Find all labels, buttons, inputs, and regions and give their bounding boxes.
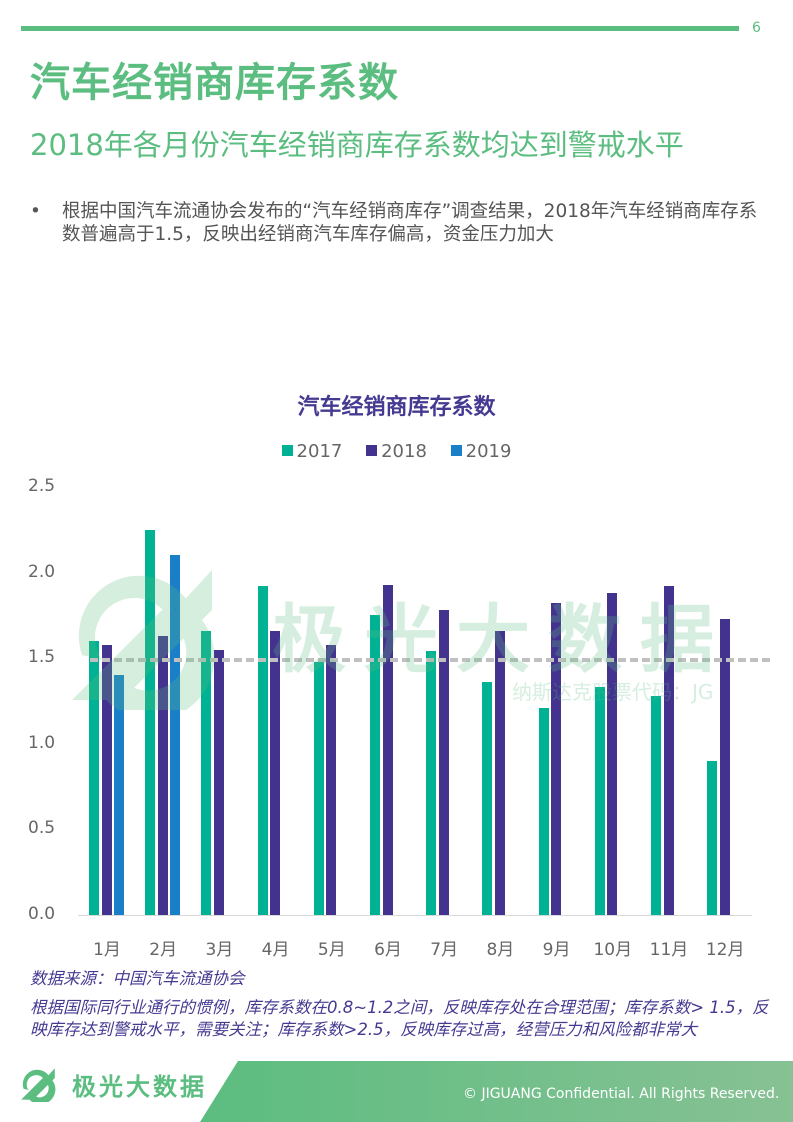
bar-2017-7 bbox=[426, 651, 437, 915]
footer-band bbox=[200, 1061, 793, 1122]
page-title: 汽车经销商库存系数 bbox=[30, 60, 399, 106]
bar-2018-1 bbox=[101, 644, 112, 915]
x-tick-label: 2月 bbox=[149, 940, 178, 960]
x-tick-label: 10月 bbox=[593, 940, 633, 960]
x-tick-label: 3月 bbox=[205, 940, 234, 960]
legend-item-2018: 2018 bbox=[366, 441, 427, 462]
legend-swatch-icon bbox=[450, 445, 462, 456]
legend-item-2019: 2019 bbox=[450, 441, 511, 462]
y-tick-label: 1.0 bbox=[28, 732, 56, 753]
bar-2018-9 bbox=[551, 603, 562, 915]
bar-2017-10 bbox=[594, 687, 605, 915]
x-tick-label: 7月 bbox=[430, 940, 459, 960]
footer-brand: 极光大数据 bbox=[72, 1073, 207, 1101]
bar-2018-11 bbox=[663, 586, 674, 915]
page-subtitle: 2018年各月份汽车经销商库存系数均达到警戒水平 bbox=[30, 128, 684, 162]
legend-item-2017: 2017 bbox=[281, 441, 342, 462]
x-tick-label: 9月 bbox=[542, 940, 571, 960]
x-tick-label: 11月 bbox=[649, 940, 689, 960]
jiguang-logo-icon bbox=[21, 1068, 56, 1102]
data-source: 数据来源：中国汽车流通协会 bbox=[30, 969, 245, 988]
bar-2017-4 bbox=[257, 586, 268, 915]
x-tick-label: 12月 bbox=[705, 940, 745, 960]
bar-2017-8 bbox=[482, 682, 493, 915]
bar-2017-2 bbox=[145, 529, 156, 915]
bar-2018-12 bbox=[719, 618, 730, 915]
footnote: 根据国际同行业通行的惯例，库存系数在0.8~1.2之间，反映库存处在合理范围；库… bbox=[30, 998, 769, 1039]
bar-2018-7 bbox=[438, 610, 449, 915]
y-tick-label: 1.5 bbox=[28, 647, 56, 668]
y-tick-label: 0.0 bbox=[28, 904, 56, 924]
x-tick-label: 1月 bbox=[93, 940, 121, 960]
bar-2017-6 bbox=[370, 615, 380, 915]
bar-2018-2 bbox=[157, 635, 168, 915]
watermark-text: 极光大数据 bbox=[272, 597, 732, 683]
bar-2019-2 bbox=[170, 555, 181, 915]
bar-2017-12 bbox=[707, 760, 718, 915]
watermark-subtext: 纳斯达克股票代码：JG bbox=[512, 680, 714, 704]
legend-swatch-icon bbox=[281, 445, 293, 456]
watermark-logo-icon bbox=[72, 570, 215, 710]
copyright-text: © JIGUANG Confidential. All Rights Reser… bbox=[463, 1086, 780, 1102]
x-tick-label: 6月 bbox=[374, 940, 402, 960]
bar-2017-3 bbox=[201, 630, 212, 915]
bullet-text: 根据中国汽车流通协会发布的“汽车经销商库存”调查结果，2018年汽车经销商库存系… bbox=[62, 201, 758, 245]
header-rule bbox=[21, 26, 739, 31]
bar-2017-9 bbox=[538, 707, 549, 915]
y-tick-label: 2.5 bbox=[28, 476, 56, 496]
chart-legend: 2017 2018 2019 bbox=[0, 441, 793, 462]
bar-2017-11 bbox=[651, 695, 661, 915]
bar-2017-1 bbox=[89, 641, 99, 915]
bar-2017-5 bbox=[313, 661, 324, 915]
page-number: 6 bbox=[752, 20, 761, 36]
x-tick-label: 5月 bbox=[317, 940, 346, 960]
bar-2018-8 bbox=[494, 630, 505, 915]
bullet-icon: • bbox=[30, 201, 41, 222]
y-tick-label: 0.5 bbox=[28, 818, 56, 839]
bar-2018-10 bbox=[607, 593, 618, 915]
y-tick-label: 2.0 bbox=[28, 561, 56, 582]
bar-2018-6 bbox=[382, 584, 393, 915]
bar-2019-1 bbox=[114, 675, 124, 915]
reference-line-1-5 bbox=[90, 658, 770, 662]
bar-2018-5 bbox=[326, 644, 337, 915]
x-tick-label: 8月 bbox=[486, 940, 515, 960]
bar-2018-4 bbox=[270, 630, 281, 915]
legend-swatch-icon bbox=[366, 445, 378, 456]
bullet-point: • 根据中国汽车流通协会发布的“汽车经销商库存”调查结果，2018年汽车经销商库… bbox=[30, 200, 760, 246]
chart-title: 汽车经销商库存系数 bbox=[297, 395, 496, 420]
x-axis bbox=[78, 915, 752, 916]
x-tick-label: 4月 bbox=[261, 940, 290, 960]
bar-2018-3 bbox=[213, 649, 224, 915]
